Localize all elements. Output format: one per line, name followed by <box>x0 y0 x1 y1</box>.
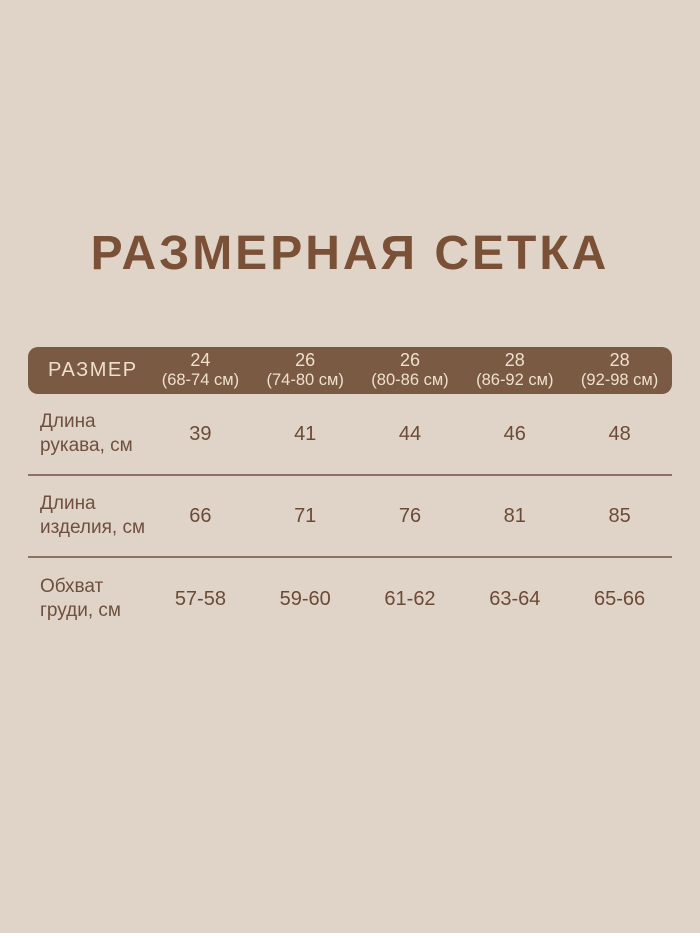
table-row-sleeve-length: Длина рукава, см 39 41 44 46 48 <box>28 394 672 476</box>
table-cell: 61-62 <box>384 587 436 610</box>
header-size-range: (74-80 см) <box>266 371 344 390</box>
row-label: Длина изделия, см <box>40 492 146 538</box>
table-cell: 71 <box>294 504 317 527</box>
header-size-value: 26 <box>399 350 420 371</box>
row-label: Обхват груди, см <box>40 575 121 621</box>
table-cell: 85 <box>608 504 631 527</box>
header-column-1: 24 (68-74 см) <box>148 350 253 391</box>
table-cell: 39 <box>189 422 212 445</box>
header-size-range: (68-74 см) <box>161 371 240 390</box>
header-size-range: (80-86 см) <box>371 371 449 390</box>
table-cell: 66 <box>189 504 212 527</box>
header-size-value: 28 <box>609 350 630 371</box>
header-column-3: 26 (80-86 см) <box>358 350 463 391</box>
table-row-chest-girth: Обхват груди, см 57-58 59-60 61-62 63-64… <box>28 558 672 640</box>
table-cell: 59-60 <box>279 587 331 610</box>
header-size-value: 28 <box>504 350 525 371</box>
header-column-4: 28 (86-92 см) <box>462 350 567 391</box>
header-size-range: (86-92 см) <box>476 371 554 390</box>
table-cell: 57-58 <box>174 587 226 610</box>
header-size-label: РАЗМЕР <box>48 359 138 381</box>
table-cell: 81 <box>503 504 526 527</box>
header-column-2: 26 (74-80 см) <box>253 350 358 391</box>
header-size-value: 24 <box>190 350 211 371</box>
header-size-range: (92-98 см) <box>580 371 659 390</box>
table-cell: 48 <box>608 422 631 445</box>
header-size-value: 26 <box>295 350 316 371</box>
header-column-5: 28 (92-98 см) <box>567 350 672 391</box>
table-row-item-length: Длина изделия, см 66 71 76 81 85 <box>28 476 672 558</box>
table-cell: 46 <box>503 422 526 445</box>
page-title: РАЗМЕРНАЯ СЕТКА <box>90 227 610 280</box>
table-cell: 76 <box>398 504 422 527</box>
table-cell: 63-64 <box>489 587 541 610</box>
size-table: РАЗМЕР 24 (68-74 см) 26 (74-80 см) 26 (8… <box>28 347 672 640</box>
row-label: Длина рукава, см <box>40 410 133 456</box>
table-cell: 41 <box>294 422 317 445</box>
table-header-row: РАЗМЕР 24 (68-74 см) 26 (74-80 см) 26 (8… <box>28 347 672 394</box>
table-cell: 44 <box>398 422 422 445</box>
table-cell: 65-66 <box>594 587 646 610</box>
